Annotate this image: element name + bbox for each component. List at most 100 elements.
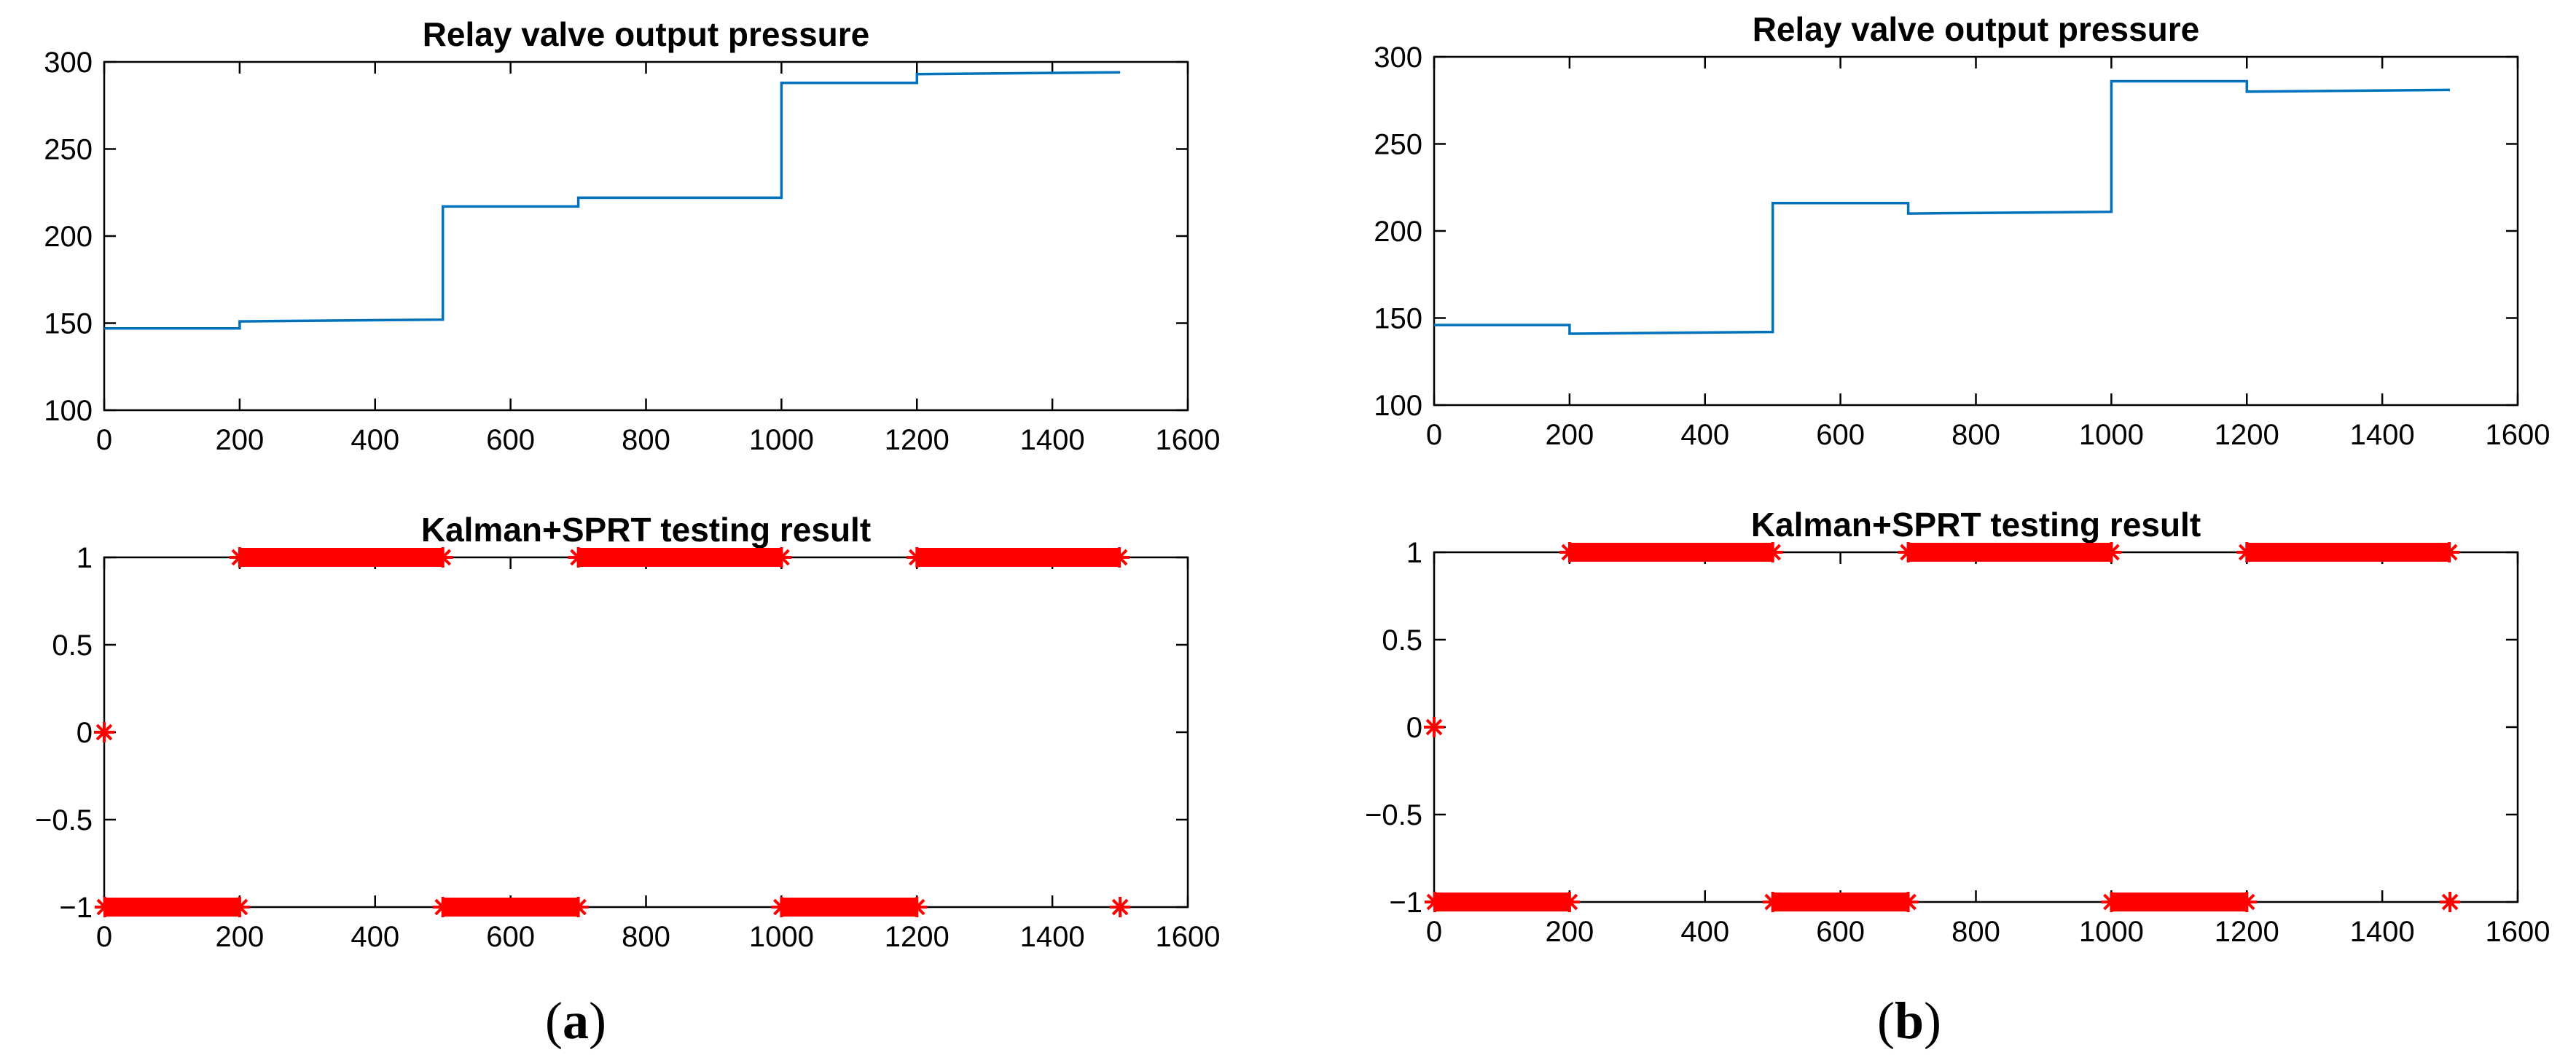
plot-title: Kalman+SPRT testing result bbox=[421, 511, 871, 549]
marker-run-ends bbox=[1559, 542, 1783, 562]
panel-label-close: ) bbox=[1924, 992, 1941, 1050]
marker-run bbox=[94, 897, 250, 917]
y-tick-label: 100 bbox=[1374, 390, 1422, 422]
x-tick-label: 600 bbox=[1816, 916, 1865, 948]
subplot-a-pressure: 0 200 400 600 800 1000 1200 1400 1600 100 150 200 25… bbox=[44, 15, 1220, 456]
pressure-series-line bbox=[104, 71, 1121, 330]
x-tick-label: 1600 bbox=[1156, 424, 1221, 456]
marker-run-band bbox=[917, 548, 1120, 567]
marker-run bbox=[1424, 892, 1580, 912]
y-tick-label: 300 bbox=[1374, 42, 1422, 74]
y-tick-label: 200 bbox=[44, 221, 93, 253]
marker-run bbox=[1762, 892, 1919, 912]
marker-run bbox=[432, 897, 589, 917]
x-tick-label: 200 bbox=[1546, 916, 1594, 948]
marker-run bbox=[1898, 542, 2122, 562]
panel-label-open: ( bbox=[1877, 992, 1895, 1050]
marker-run bbox=[771, 897, 928, 917]
marker-run bbox=[568, 547, 792, 568]
star-marker bbox=[94, 722, 114, 742]
marker-run-band bbox=[104, 898, 240, 917]
x-tick-label: 1000 bbox=[2079, 916, 2144, 948]
plot-title: Relay valve output pressure bbox=[423, 15, 870, 53]
marker-run bbox=[229, 547, 453, 568]
marker-run-ends bbox=[568, 547, 792, 568]
axes-box bbox=[103, 60, 1189, 412]
y-tick-label: −0.5 bbox=[35, 804, 93, 836]
panel-a: 0 200 400 600 800 1000 1200 1400 160010015020025… bbox=[35, 15, 1220, 1050]
x-tick-label: 1400 bbox=[2350, 916, 2415, 948]
x-tick-label: 1400 bbox=[1020, 424, 1085, 456]
axes-box bbox=[1433, 551, 2519, 903]
y-tick-label: 250 bbox=[1374, 129, 1422, 161]
subplot-a-testing-result: 0 200 400 600 800 1000 1200 1400 1600 −1 −0.5 0 0.5 1… bbox=[35, 511, 1220, 953]
y-tick-label: −1 bbox=[59, 892, 93, 924]
y-tick-label: 300 bbox=[44, 47, 93, 79]
axes-box bbox=[103, 556, 1189, 909]
marker-run-band bbox=[2111, 893, 2247, 911]
panel-label-letter: b bbox=[1895, 992, 1924, 1050]
x-tick-label: 1200 bbox=[2215, 419, 2279, 451]
x-tick-label: 400 bbox=[351, 424, 399, 456]
y-tick-label: 1 bbox=[77, 542, 93, 574]
subplot-b-pressure: 0 200 400 600 800 1000 1200 1400 1600 100 150 200 25… bbox=[1374, 10, 2550, 451]
x-tick-label: 400 bbox=[1680, 916, 1729, 948]
panel-label: (b) bbox=[1877, 992, 1941, 1050]
x-tick-label: 600 bbox=[1816, 419, 1865, 451]
marker-run-band bbox=[1434, 893, 1570, 911]
y-tick-label: 0.5 bbox=[1382, 624, 1422, 656]
y-tick-label: 150 bbox=[44, 308, 93, 340]
x-tick-label: 0 bbox=[1426, 916, 1442, 948]
x-tick-label: 600 bbox=[486, 424, 535, 456]
subplot-b-testing-result: 0 200 400 600 800 1000 1200 1400 1600 −1 −0.5 0 0.5 1… bbox=[1365, 506, 2550, 948]
star-marker bbox=[1110, 897, 1131, 917]
marker-run-ends bbox=[1424, 892, 1580, 912]
x-tick-label: 1200 bbox=[885, 921, 950, 953]
plot-title: Kalman+SPRT testing result bbox=[1751, 506, 2201, 544]
panel-label-open: ( bbox=[545, 992, 563, 1050]
marker-run bbox=[907, 547, 1130, 568]
marker-run-ends bbox=[432, 897, 589, 917]
x-tick-label: 0 bbox=[96, 424, 112, 456]
marker-run-ends bbox=[771, 897, 928, 917]
star-marker bbox=[2440, 892, 2461, 912]
panel-b: 0 200 400 600 800 1000 1200 1400 160010015020025… bbox=[1365, 10, 2550, 1050]
x-tick-label: 1400 bbox=[2350, 419, 2415, 451]
x-tick-label: 1200 bbox=[885, 424, 950, 456]
marker-run-band bbox=[781, 898, 917, 917]
x-tick-label: 1600 bbox=[1156, 921, 1221, 953]
plot-title: Relay valve output pressure bbox=[1753, 10, 2200, 48]
x-tick-label: 800 bbox=[622, 424, 670, 456]
y-tick-label: −0.5 bbox=[1365, 799, 1422, 831]
x-tick-label: 1600 bbox=[2486, 916, 2550, 948]
x-tick-label: 200 bbox=[216, 921, 265, 953]
marker-run-ends bbox=[2236, 542, 2460, 562]
x-tick-label: 400 bbox=[1680, 419, 1729, 451]
marker-run-band bbox=[2247, 543, 2450, 562]
panel-label-letter: a bbox=[563, 992, 589, 1050]
marker-run-ends bbox=[2101, 892, 2258, 912]
y-tick-label: 100 bbox=[44, 395, 93, 427]
x-tick-label: 200 bbox=[216, 424, 265, 456]
x-tick-label: 1400 bbox=[1020, 921, 1085, 953]
marker-run-ends bbox=[94, 897, 250, 917]
x-tick-label: 0 bbox=[1426, 419, 1442, 451]
marker-run-ends bbox=[229, 547, 453, 568]
y-tick-label: 0 bbox=[77, 717, 93, 749]
x-tick-label: 800 bbox=[1951, 916, 2000, 948]
marker-run bbox=[2101, 892, 2258, 912]
panel-label: (a) bbox=[545, 992, 606, 1050]
marker-run-band bbox=[442, 898, 579, 917]
marker-run bbox=[1559, 542, 1783, 562]
x-tick-label: 0 bbox=[96, 921, 112, 953]
axes-box bbox=[1433, 55, 2519, 407]
y-tick-label: 150 bbox=[1374, 303, 1422, 335]
pressure-series-line bbox=[1434, 79, 2451, 335]
x-tick-label: 1000 bbox=[2079, 419, 2144, 451]
y-tick-label: 0 bbox=[1406, 712, 1422, 744]
x-tick-label: 800 bbox=[622, 921, 670, 953]
marker-run-band bbox=[1772, 893, 1908, 911]
marker-run-band bbox=[578, 548, 782, 567]
x-tick-label: 400 bbox=[351, 921, 399, 953]
